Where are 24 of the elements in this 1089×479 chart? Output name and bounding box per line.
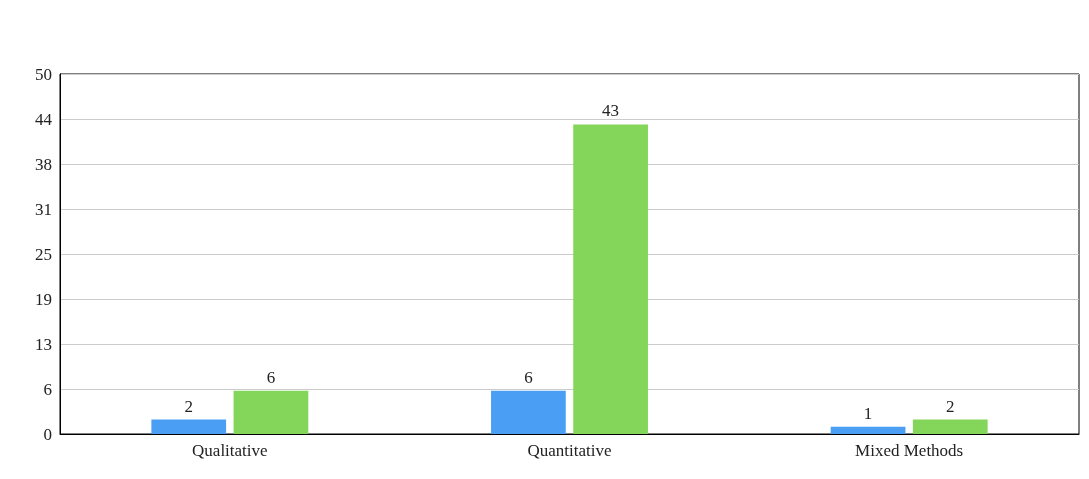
data-label: 6 xyxy=(266,367,276,387)
y-tick-label: 19 xyxy=(35,289,52,309)
x-tick-label: Mixed Methods xyxy=(855,441,964,460)
y-tick-label: 31 xyxy=(35,199,52,219)
y-tick-label: 6 xyxy=(43,379,52,399)
bar xyxy=(830,426,906,434)
x-tick-label: Qualitative xyxy=(192,441,268,460)
bar xyxy=(151,419,227,434)
bar xyxy=(491,390,566,434)
bar xyxy=(912,419,988,434)
y-tick-label: 50 xyxy=(35,64,52,84)
y-tick-label: 44 xyxy=(35,109,53,129)
data-label: 43 xyxy=(602,101,620,121)
data-label: 1 xyxy=(863,403,873,423)
y-tick-label: 25 xyxy=(35,244,52,264)
bar xyxy=(573,124,648,434)
y-tick-label: 38 xyxy=(35,154,52,174)
data-label: 6 xyxy=(524,367,533,387)
bar xyxy=(233,390,309,434)
y-tick-label: 13 xyxy=(35,334,52,354)
data-label: 2 xyxy=(946,396,955,416)
y-tick-label: 0 xyxy=(43,424,52,444)
data-label: 2 xyxy=(184,396,193,416)
x-tick-label: Quantitative xyxy=(527,441,612,460)
